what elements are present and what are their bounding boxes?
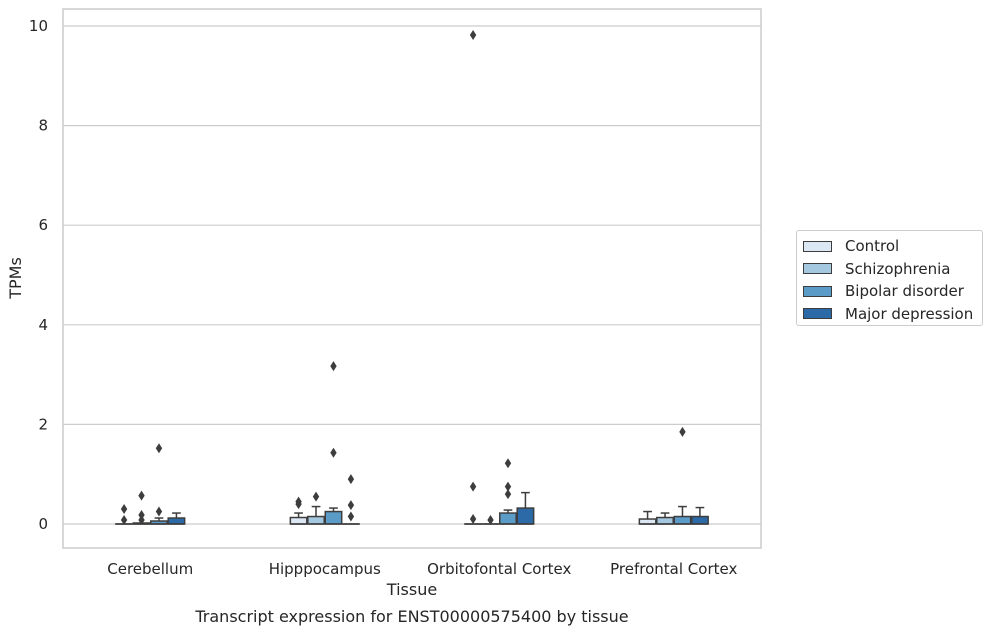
box-schizophrenia xyxy=(307,491,325,525)
plot-area xyxy=(63,9,761,548)
outlier-point xyxy=(138,490,145,501)
chart-title: Transcript expression for ENST0000057540… xyxy=(194,607,628,626)
y-tick-label: 4 xyxy=(38,316,48,334)
box-body xyxy=(167,517,186,525)
outlier-point xyxy=(347,511,355,522)
legend-swatch xyxy=(803,308,832,320)
y-tick-labels: 0 2 4 6 8 10 xyxy=(29,17,48,533)
outlier-point xyxy=(679,426,686,437)
box-bipolar-disorder xyxy=(150,443,168,525)
legend: Control Schizophrenia Bipolar disorder Majo… xyxy=(796,230,983,326)
outlier-point xyxy=(504,489,512,500)
legend-label: Bipolar disorder xyxy=(845,282,964,301)
box-major-depression xyxy=(690,506,709,525)
y-tick-label: 2 xyxy=(38,415,48,433)
box-schizophrenia xyxy=(656,512,674,525)
box-control xyxy=(638,510,657,525)
box-body xyxy=(656,516,674,525)
x-axis-label: Tissue xyxy=(386,580,437,599)
outlier-point xyxy=(487,515,494,526)
box-bipolar-disorder xyxy=(499,458,517,525)
outlier-point xyxy=(330,447,337,458)
outlier-point xyxy=(504,481,512,492)
outlier-point xyxy=(120,504,128,515)
outlier-point xyxy=(330,361,337,372)
box-control xyxy=(464,29,483,525)
legend-swatch xyxy=(803,263,832,275)
box-body xyxy=(516,507,535,525)
box-major-depression xyxy=(341,474,360,525)
legend-item: Control xyxy=(803,235,982,258)
box-body xyxy=(324,510,343,525)
legend-swatch xyxy=(803,285,832,297)
legend-swatch xyxy=(803,240,832,252)
box-control xyxy=(289,496,308,525)
legend-item: Schizophrenia xyxy=(803,258,982,281)
box-major-depression xyxy=(516,491,535,525)
plot-frame xyxy=(62,8,762,549)
legend-item: Bipolar disorder xyxy=(803,280,982,303)
outlier-point xyxy=(347,500,355,511)
box-bipolar-disorder xyxy=(324,361,343,525)
outlier-point xyxy=(469,481,477,492)
x-tick-label: Cerebellum xyxy=(107,560,193,578)
legend-label: Control xyxy=(845,237,900,256)
box-body xyxy=(307,515,325,525)
box-bipolar-disorder xyxy=(673,426,692,525)
outlier-point xyxy=(347,474,355,485)
outlier-point xyxy=(155,506,163,517)
outlier-point xyxy=(469,29,477,40)
box-body xyxy=(499,512,517,525)
outlier-point xyxy=(155,443,163,454)
x-tick-label: Orbitofontal Cortex xyxy=(427,560,571,578)
y-tick-label: 0 xyxy=(38,515,48,533)
box-body xyxy=(690,515,709,525)
x-tick-labels: Cerebellum Hipppocampus Orbitofontal Corte… xyxy=(107,560,737,578)
legend-label: Major depression xyxy=(845,304,974,323)
x-tick-label: Hipppocampus xyxy=(269,560,381,578)
y-tick-label: 10 xyxy=(29,17,48,35)
box-schizophrenia xyxy=(481,515,500,526)
outlier-point xyxy=(504,458,512,469)
y-tick-label: 6 xyxy=(38,216,48,234)
legend-label: Schizophrenia xyxy=(845,259,951,278)
outlier-point xyxy=(312,491,320,502)
box-control xyxy=(115,504,134,526)
box-schizophrenia xyxy=(132,490,151,526)
outlier-point xyxy=(138,515,145,526)
y-axis-label: TPMs xyxy=(6,257,25,300)
outlier-point xyxy=(469,514,477,525)
box-body xyxy=(289,516,308,525)
y-tick-label: 8 xyxy=(38,117,48,135)
x-tick-label: Prefrontal Cortex xyxy=(610,560,737,578)
outlier-point xyxy=(120,515,128,526)
box-major-depression xyxy=(167,512,186,525)
box-series xyxy=(115,29,709,526)
legend-item: Major depression xyxy=(803,303,982,326)
outlier-point xyxy=(295,499,302,510)
box-body xyxy=(673,515,692,525)
